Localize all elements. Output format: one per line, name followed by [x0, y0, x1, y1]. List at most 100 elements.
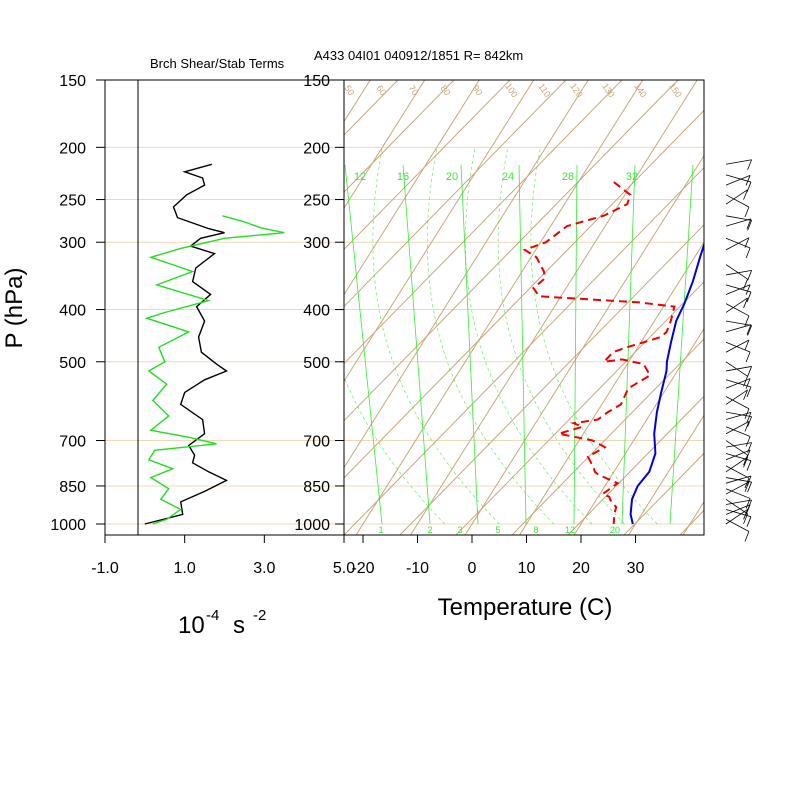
wind-barb-flag: [743, 297, 748, 309]
isotherm-line: [344, 80, 426, 210]
mixing-ratio-label: 8: [533, 525, 538, 535]
wind-barb: [725, 284, 752, 293]
wind-barbs: [725, 159, 752, 542]
skewt-xtick-label-10: 10: [518, 560, 536, 577]
mixing-ratio-label: 1: [378, 525, 383, 535]
dry-adiabat-line: [679, 509, 704, 535]
skewt-moist-adiabats: [344, 147, 658, 525]
wind-barb: [725, 389, 748, 405]
skewt-isobars: [344, 79, 704, 525]
dry-adiabat-label: 50: [342, 83, 356, 97]
skewt-xtick-label-0: 0: [468, 560, 477, 577]
dry-adiabat-label: 130: [600, 81, 617, 99]
isotherm-line: [344, 80, 371, 123]
isotherm-line: [344, 80, 589, 469]
left-ytick-label-150: 150: [59, 73, 86, 90]
dry-adiabat-line: [344, 166, 704, 535]
left-panel-title: Brch Shear/Stab Terms: [150, 56, 285, 71]
wind-barb-flag: [747, 220, 752, 231]
dry-adiabat-line: [344, 80, 679, 422]
wind-barb-flag: [744, 339, 750, 351]
mixing-ratio-label: 3: [457, 525, 462, 535]
wind-barb: [725, 456, 748, 473]
wind-barb: [725, 237, 750, 251]
mixing-ratio-label: 12: [565, 525, 575, 535]
mixing-ratio-line: [621, 164, 636, 525]
skewt-ytick-label-850: 850: [303, 479, 330, 496]
mixing-ratio-line: [460, 164, 479, 525]
mixing-ratio-label: 32: [626, 171, 638, 183]
dry-adiabat-line: [623, 452, 704, 535]
wind-barb: [725, 189, 748, 205]
skewt-ytick-label-300: 300: [303, 235, 330, 252]
dry-adiabat-line: [736, 80, 800, 535]
skewt-ytick-label-250: 250: [303, 193, 330, 210]
wind-barb-flag: [745, 351, 751, 363]
pressure-axis-label: P (hPa): [1, 268, 28, 349]
dry-adiabat-label: 70: [406, 83, 420, 97]
dry-adiabat-label: 80: [438, 83, 452, 97]
left-xtick-label--1.0: -1.0: [91, 560, 119, 577]
wind-barb-flag: [746, 516, 752, 527]
skewt-pressure-ticks: 150 200 250 300 400 500 700 850 1000: [294, 73, 344, 534]
wind-barb: [725, 426, 751, 437]
dry-adiabat-line: [567, 395, 704, 535]
mixing-ratio-label: 16: [397, 171, 409, 183]
left-ytick-label-200: 200: [59, 140, 86, 157]
wind-barb: [725, 270, 752, 276]
wind-barb: [725, 159, 752, 165]
wind-barb-flag: [743, 454, 748, 466]
left-ytick-label-300: 300: [59, 235, 86, 252]
left-ytick-label-400: 400: [59, 303, 86, 320]
wind-barb-flag: [743, 509, 748, 520]
wind-barb: [725, 465, 750, 479]
left-ytick-label-1000: 1000: [50, 517, 86, 534]
skewt-isotherms: [0, 28, 704, 536]
wind-barb-flag: [747, 366, 752, 377]
wind-barb-flag: [745, 284, 751, 295]
wind-barb-flag: [743, 278, 748, 290]
wind-barb-flag: [746, 412, 752, 423]
isotherm-line: [344, 80, 480, 296]
wind-barb-flag: [746, 218, 752, 230]
skewt-ytick-label-1000: 1000: [294, 517, 330, 534]
moist-adiabat-line: [372, 147, 500, 525]
temperature-profile-line: [629, 241, 704, 525]
wind-barb-flag: [746, 324, 752, 335]
dry-adiabat-label: 60: [374, 83, 388, 97]
wind-barb: [725, 366, 752, 372]
moist-adiabat-line: [465, 147, 593, 525]
wind-barb: [725, 284, 751, 295]
dry-adiabat-line: [511, 338, 704, 535]
wind-barb-flag: [747, 481, 752, 493]
wind-barb: [725, 303, 750, 317]
isotherm-line: [0, 28, 294, 536]
dry-adiabat-line: [344, 80, 567, 308]
isotherm-line: [464, 154, 704, 535]
left-series: [144, 163, 285, 525]
wind-barb-flag: [743, 389, 748, 401]
wind-barb: [725, 509, 748, 525]
wind-barb-flag: [745, 378, 751, 389]
dry-adiabat-line: [344, 80, 623, 365]
wind-barb: [725, 341, 751, 353]
left-xlabel-unit: s: [233, 612, 245, 639]
dry-adiabat-line: [0, 80, 286, 535]
left-xtick-label-5.0: 5.0: [333, 560, 355, 577]
mixing-ratio-label: 28: [562, 171, 574, 183]
isotherm-line: [29, 28, 349, 536]
wind-barb-flag: [747, 270, 752, 281]
wind-barb: [725, 297, 748, 313]
wind-barb-flag: [744, 481, 750, 493]
skewt-ytick-label-200: 200: [303, 140, 330, 157]
dry-adiabat-label: 120: [568, 81, 585, 99]
mixing-ratio-label: 20: [446, 171, 458, 183]
wind-barb: [725, 488, 751, 499]
mixing-ratio-line: [402, 164, 431, 525]
isotherm-line: [627, 414, 704, 535]
isotherm-line: [518, 241, 704, 535]
dry-adiabat-line: [344, 80, 511, 251]
dry-adiabat-line: [455, 281, 704, 535]
skewt-xtick-label--10: -10: [406, 560, 429, 577]
